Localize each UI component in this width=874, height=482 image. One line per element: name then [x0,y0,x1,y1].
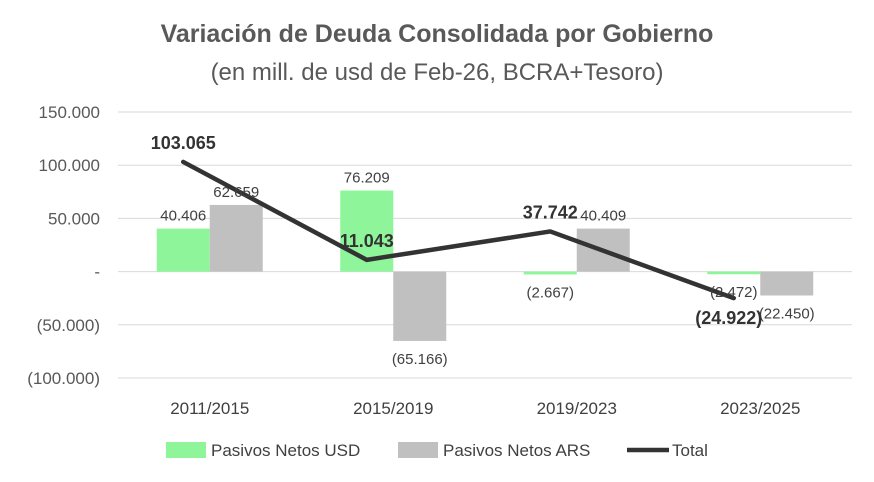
x-tick-label: 2023/2025 [720,399,800,418]
y-tick-label: (50.000) [37,316,100,335]
chart-subtitle: (en mill. de usd de Feb-26, BCRA+Tesoro) [211,59,664,86]
y-tick-label: 50.000 [48,209,100,228]
bar-ars [760,271,814,296]
total-line-group [181,159,736,301]
legend-label: Total [672,441,708,460]
total-line [181,159,736,301]
data-labels: 40.406 62.659 76.209 (65.166) (2.667) 40.409 (… [151,133,815,368]
data-label: (22.450) [759,305,815,322]
data-label: 40.409 [580,208,626,225]
data-label: 76.209 [344,170,390,187]
y-tick-label: - [94,263,100,282]
bar-ars [209,204,263,272]
x-axis-ticks: 2011/2015 2015/2019 2019/2023 2023/2025 [170,399,800,418]
legend-swatch-ars [398,442,438,458]
data-label: 40.406 [160,208,206,225]
y-tick-label: (100.000) [27,369,100,388]
legend-swatch-usd [166,442,206,458]
y-tick-label: 150.000 [39,103,100,122]
x-tick-label: 2015/2019 [353,399,433,418]
x-tick-label: 2011/2015 [170,399,249,418]
y-axis-ticks: 150.000 100.000 50.000 - (50.000) (100.000) [27,103,100,388]
y-tick-label: 100.000 [39,156,100,175]
data-label: (2.472) [710,284,758,301]
legend: Pasivos Netos USD Pasivos Netos ARS Total [166,441,708,460]
total-label: 103.065 [151,133,216,153]
x-tick-label: 2019/2023 [537,399,617,418]
total-label: (24.922) [695,308,762,328]
data-label: 62.659 [213,184,259,201]
bar-usd [156,228,210,272]
total-label: 11.043 [340,231,394,251]
data-label: (65.166) [392,351,448,368]
legend-label: Pasivos Netos ARS [443,441,590,460]
data-label: (2.667) [526,284,574,301]
bar-usd [707,271,761,275]
bar-usd [523,271,577,275]
chart-title: Variación de Deuda Consolidada por Gobie… [161,20,714,48]
bar-ars [393,271,447,341]
legend-label: Pasivos Netos USD [211,441,360,460]
total-label: 37.742 [523,202,578,222]
